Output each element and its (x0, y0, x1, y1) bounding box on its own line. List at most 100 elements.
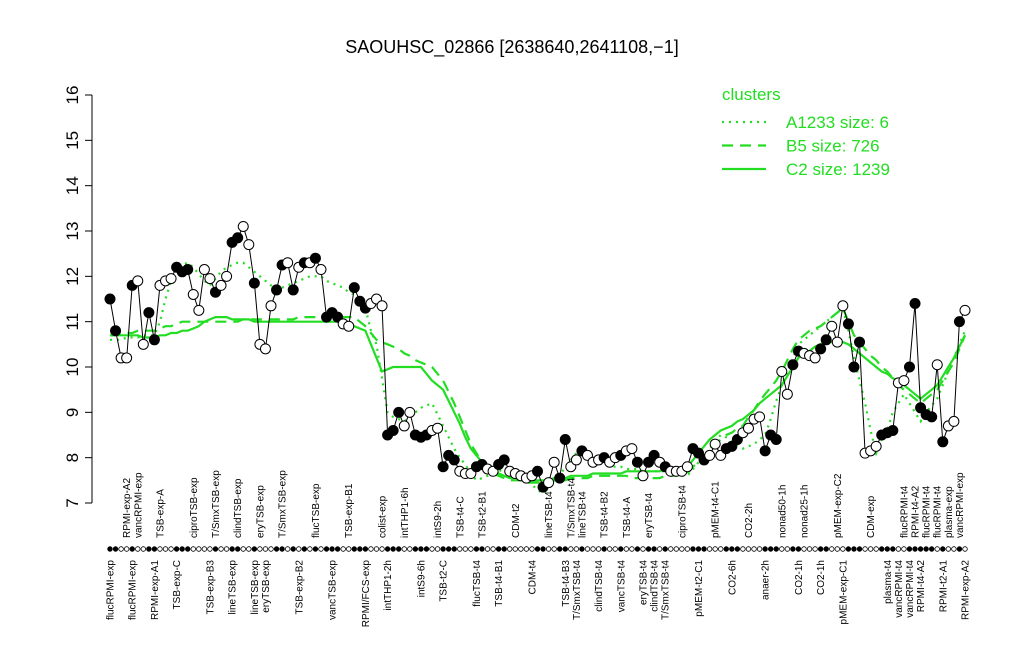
rug-dot (462, 546, 469, 552)
data-point (271, 284, 283, 296)
rug-dot (523, 546, 530, 552)
rug-dot (273, 546, 280, 552)
rug-dot (690, 546, 696, 552)
data-point (704, 449, 716, 461)
data-point (404, 406, 416, 418)
x-tick-label: flucTSB-t4 (472, 560, 483, 607)
rug-dot (162, 546, 169, 552)
x-tick-label: RPMI-exp-A2 (122, 478, 133, 538)
rug-dot (601, 546, 607, 552)
data-point (198, 264, 210, 276)
rug-dot (301, 546, 308, 552)
rug-dot (396, 546, 402, 552)
data-point (826, 320, 838, 332)
rug-dot (790, 546, 796, 552)
data-point (121, 352, 133, 364)
rug-dot (240, 546, 246, 552)
rug-dot (351, 546, 357, 552)
x-tick-label: TSB-t2-C (439, 560, 450, 602)
rug-dot (795, 546, 802, 552)
x-tick-label: flucRPMI-exp (106, 560, 117, 620)
rug-dot (762, 546, 768, 552)
rug-dot (540, 546, 546, 552)
x-tick-label: ciproTSB-exp (189, 477, 200, 538)
x-tick-label: TSB-exp-B1 (344, 483, 355, 538)
x-tick-label: lineTSB-t4 (577, 491, 588, 538)
data-point (820, 334, 832, 346)
rug-dot (534, 546, 541, 552)
rug-dot (234, 546, 241, 552)
data-point (137, 338, 149, 350)
x-tick-label: flucTSB-exp (311, 483, 322, 538)
x-tick-label: intS9-6h (416, 560, 427, 597)
x-tick-label: RPMI/FCS-exp (361, 560, 372, 628)
rug-dot (440, 546, 446, 552)
data-point (393, 406, 405, 418)
data-point (631, 456, 643, 468)
rug-dot (834, 546, 841, 552)
x-tick-label: RPMI-t4-A2 (916, 560, 927, 613)
rug-dot (934, 546, 940, 552)
data-point (831, 336, 843, 348)
rug-dot (879, 546, 885, 552)
x-tick-label: vancTSB-t4 (616, 560, 627, 613)
x-tick-label: clindTSB-t4 (650, 560, 661, 612)
data-point (937, 436, 949, 448)
rug-dot (401, 546, 407, 552)
rug-dot (856, 546, 863, 552)
rug-dot (284, 546, 291, 552)
data-point (265, 300, 277, 312)
profile-line (109, 225, 966, 488)
data-point (110, 325, 122, 337)
rug-dot (390, 546, 396, 552)
data-point (570, 454, 582, 466)
rug-dot (168, 546, 174, 552)
rug-dot (151, 546, 158, 552)
rug-dot (185, 546, 191, 552)
rug-dot (801, 546, 807, 552)
x-tick-label: intTHP1-6h (400, 487, 411, 538)
rug-dot (129, 546, 135, 552)
rug-dot (629, 546, 635, 552)
rug-dot (923, 546, 929, 552)
legend-label: C2 size: 1239 (786, 160, 890, 179)
data-point (348, 282, 360, 294)
rug-dot (701, 546, 707, 552)
rug-dot (179, 546, 185, 552)
rug-dot (362, 546, 369, 552)
rug-dot (346, 546, 352, 552)
data-point (343, 320, 355, 332)
x-tick-label: lineTSB-exp (228, 560, 239, 615)
x-tick-label: T/SmxTSB-t4 (661, 560, 672, 620)
rug-dot (484, 546, 491, 552)
x-tick-label: intS9-2h (433, 501, 444, 538)
data-point (104, 293, 116, 305)
y-tick-label: 10 (63, 358, 82, 377)
rug-dot (329, 546, 335, 552)
x-tick-label: CDM-exp (866, 495, 877, 538)
x-tick-label: flucRPMI-t4 (933, 485, 944, 538)
rug-dot (640, 546, 646, 552)
rug-dot (684, 546, 691, 552)
rug-dot (840, 546, 846, 552)
rug-dot (218, 546, 224, 552)
rug-dot (251, 546, 258, 552)
rug-dot (307, 546, 313, 552)
rug-dot (357, 546, 363, 552)
rug-dot (817, 546, 824, 552)
rug-dot (334, 546, 341, 552)
rug-dot (573, 546, 580, 552)
rug-dot (940, 546, 946, 552)
rug-dot (257, 546, 263, 552)
rug-dot (890, 546, 896, 552)
data-point (132, 275, 144, 287)
data-point (759, 445, 771, 457)
rug-dot (695, 546, 702, 552)
rug-dot (196, 546, 202, 552)
data-point (776, 366, 788, 378)
data-point (959, 304, 971, 316)
y-tick-label: 15 (63, 131, 82, 150)
rug-dot (784, 546, 791, 552)
rug-dot (656, 546, 663, 552)
x-tick-label: eryTSB-t4 (638, 560, 649, 605)
